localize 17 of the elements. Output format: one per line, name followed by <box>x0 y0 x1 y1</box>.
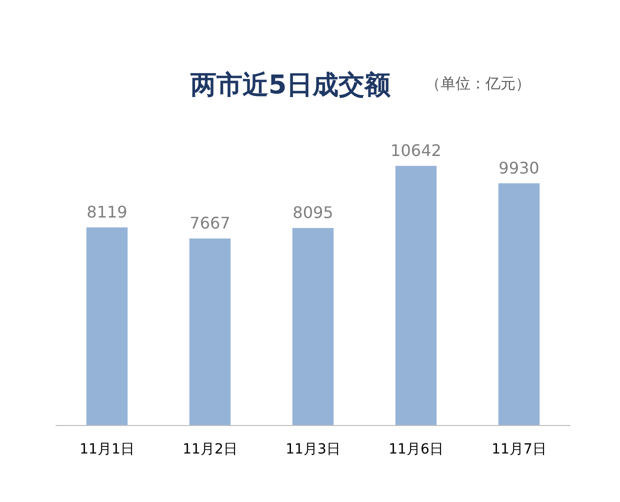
bar <box>395 166 437 426</box>
x-tick-label: 11月7日 <box>492 442 546 458</box>
chart-subtitle: （单位：亿元） <box>426 74 530 92</box>
bar <box>86 227 128 426</box>
data-label: 8119 <box>86 202 128 222</box>
x-tick-label: 11月3日 <box>286 442 340 458</box>
data-label: 10642 <box>390 140 442 160</box>
bar <box>189 238 231 426</box>
data-label: 9930 <box>498 158 540 178</box>
bar <box>292 228 334 426</box>
chart-title: 两市近5日成交额 <box>189 70 392 100</box>
data-label: 7667 <box>190 213 230 232</box>
x-tick-label: 11月6日 <box>388 442 444 458</box>
x-tick-label: 11月2日 <box>182 442 238 458</box>
x-tick-label: 11月1日 <box>80 442 134 458</box>
data-label: 8095 <box>292 203 334 222</box>
bar <box>498 183 540 426</box>
